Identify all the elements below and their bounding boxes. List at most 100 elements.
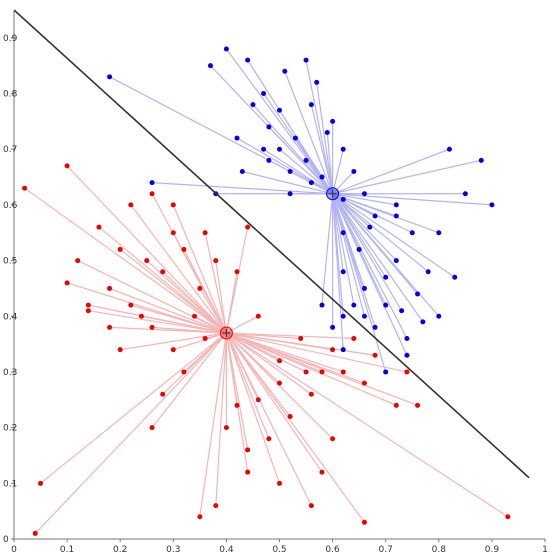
series-1-link-22: [120, 332, 227, 351]
series-0-link-29: [332, 148, 450, 195]
series-1-point-57: [160, 391, 166, 397]
series-1-link-47: [225, 332, 312, 506]
series-0-point-41: [393, 213, 399, 219]
series-1-point-1: [170, 230, 176, 236]
series-1-point-20: [170, 347, 176, 353]
series-1-point-19: [202, 336, 208, 342]
series-0-link-58: [332, 193, 424, 323]
x-tick-label-5: 0.5: [272, 545, 286, 554]
series-0-link-53: [326, 132, 334, 194]
y-tick-label-9: 0.9: [3, 34, 18, 44]
decision-boundary-line: [13, 9, 530, 479]
series-1-point-43: [393, 402, 399, 408]
series-1-point-7: [181, 246, 187, 252]
series-1-link-44: [226, 332, 408, 373]
series-0-link-32: [332, 193, 492, 206]
series-1-link-31: [226, 332, 312, 395]
series-0-link-12: [152, 182, 333, 195]
series-0-point-45: [330, 118, 336, 124]
series-1-point-16: [85, 308, 91, 314]
series-1-point-5: [128, 302, 134, 308]
series-0-link-2: [263, 148, 333, 195]
series-1-point-47: [308, 503, 314, 509]
series-0-point-21: [372, 324, 378, 330]
series-0-point-20: [361, 313, 367, 319]
x-tick-label-3: 0.3: [166, 545, 180, 554]
series-1-link-61: [226, 332, 418, 406]
series-0-point-60: [383, 369, 389, 375]
series-0-point-18: [361, 285, 367, 291]
series-0-link-52: [278, 109, 334, 195]
series-0-link-25: [332, 193, 429, 273]
series-0-point-38: [351, 302, 357, 308]
series-1-link-50: [215, 332, 227, 506]
series-1-point-60: [505, 514, 511, 520]
series-0-link-55: [332, 193, 371, 228]
series-1-point-44: [404, 369, 410, 375]
series-1-link-24: [225, 271, 238, 334]
series-0-link-34: [332, 193, 344, 272]
series-1-point-4: [107, 285, 113, 291]
series-1-point-0: [197, 285, 203, 291]
series-0-link-9: [236, 137, 333, 195]
x-tick-label-10: 1: [542, 545, 548, 554]
series-0-link-47: [305, 59, 334, 194]
series-0-link-46: [316, 82, 334, 194]
series-1-point-6: [160, 269, 166, 275]
series-0-point-42: [361, 191, 367, 197]
series-1-link-63: [66, 165, 227, 334]
series-0-link-44: [332, 149, 344, 194]
series-1-point-2: [144, 258, 150, 264]
series-0-link-62: [242, 170, 333, 195]
series-0-point-3: [292, 135, 298, 141]
series-0-link-40: [332, 193, 408, 339]
series-1-point-46: [319, 469, 325, 475]
series-1-point-41: [361, 380, 367, 386]
series-0-point-7: [277, 146, 282, 152]
series-points: [22, 46, 511, 536]
series-1-point-14: [75, 258, 81, 264]
series-0-point-46: [314, 79, 320, 85]
series-0-point-62: [239, 168, 245, 174]
series-1-link-51: [199, 332, 227, 517]
series-0-point-28: [478, 157, 484, 163]
series-1-point-49: [245, 469, 251, 475]
x-tick-label-4: 0.4: [219, 545, 234, 554]
series-0-link-59: [332, 193, 408, 356]
series-0-point-59: [404, 352, 410, 358]
series-1-point-29: [351, 336, 357, 342]
series-1-point-35: [223, 425, 229, 431]
series-0-link-23: [332, 193, 397, 261]
series-1-point-13: [96, 224, 102, 230]
series-0-point-27: [462, 191, 468, 197]
series-0-point-44: [340, 146, 346, 152]
series-0-point-0: [308, 102, 314, 108]
series-0-point-8: [250, 102, 256, 108]
series-1-link-62: [24, 187, 227, 334]
series-lines: [24, 48, 509, 534]
series-0-point-2: [261, 146, 267, 152]
series-0-point-34: [340, 269, 346, 275]
series-0-link-43: [332, 171, 355, 195]
series-1-point-27: [303, 369, 309, 375]
series-1-link-9: [215, 260, 227, 334]
series-1-link-13: [98, 226, 227, 334]
series-1-link-43: [226, 332, 397, 406]
series-0-point-16: [340, 230, 346, 236]
series-0-point-23: [393, 258, 399, 264]
y-tick-label-5: 0.5: [3, 257, 17, 267]
series-0-link-35: [321, 193, 334, 306]
series-1-link-53: [34, 332, 227, 534]
series-0-point-37: [340, 347, 346, 353]
series-1-link-12: [130, 204, 227, 334]
series-1-link-10: [172, 204, 227, 334]
series-0-link-30: [332, 193, 397, 206]
series-0-link-28: [332, 159, 482, 195]
series-0-point-5: [319, 174, 325, 180]
series-0-point-55: [367, 224, 373, 230]
series-0-point-9: [234, 135, 240, 141]
series-0-point-57: [399, 308, 405, 314]
series-1-link-14: [77, 260, 227, 334]
series-1-point-11: [149, 191, 155, 197]
